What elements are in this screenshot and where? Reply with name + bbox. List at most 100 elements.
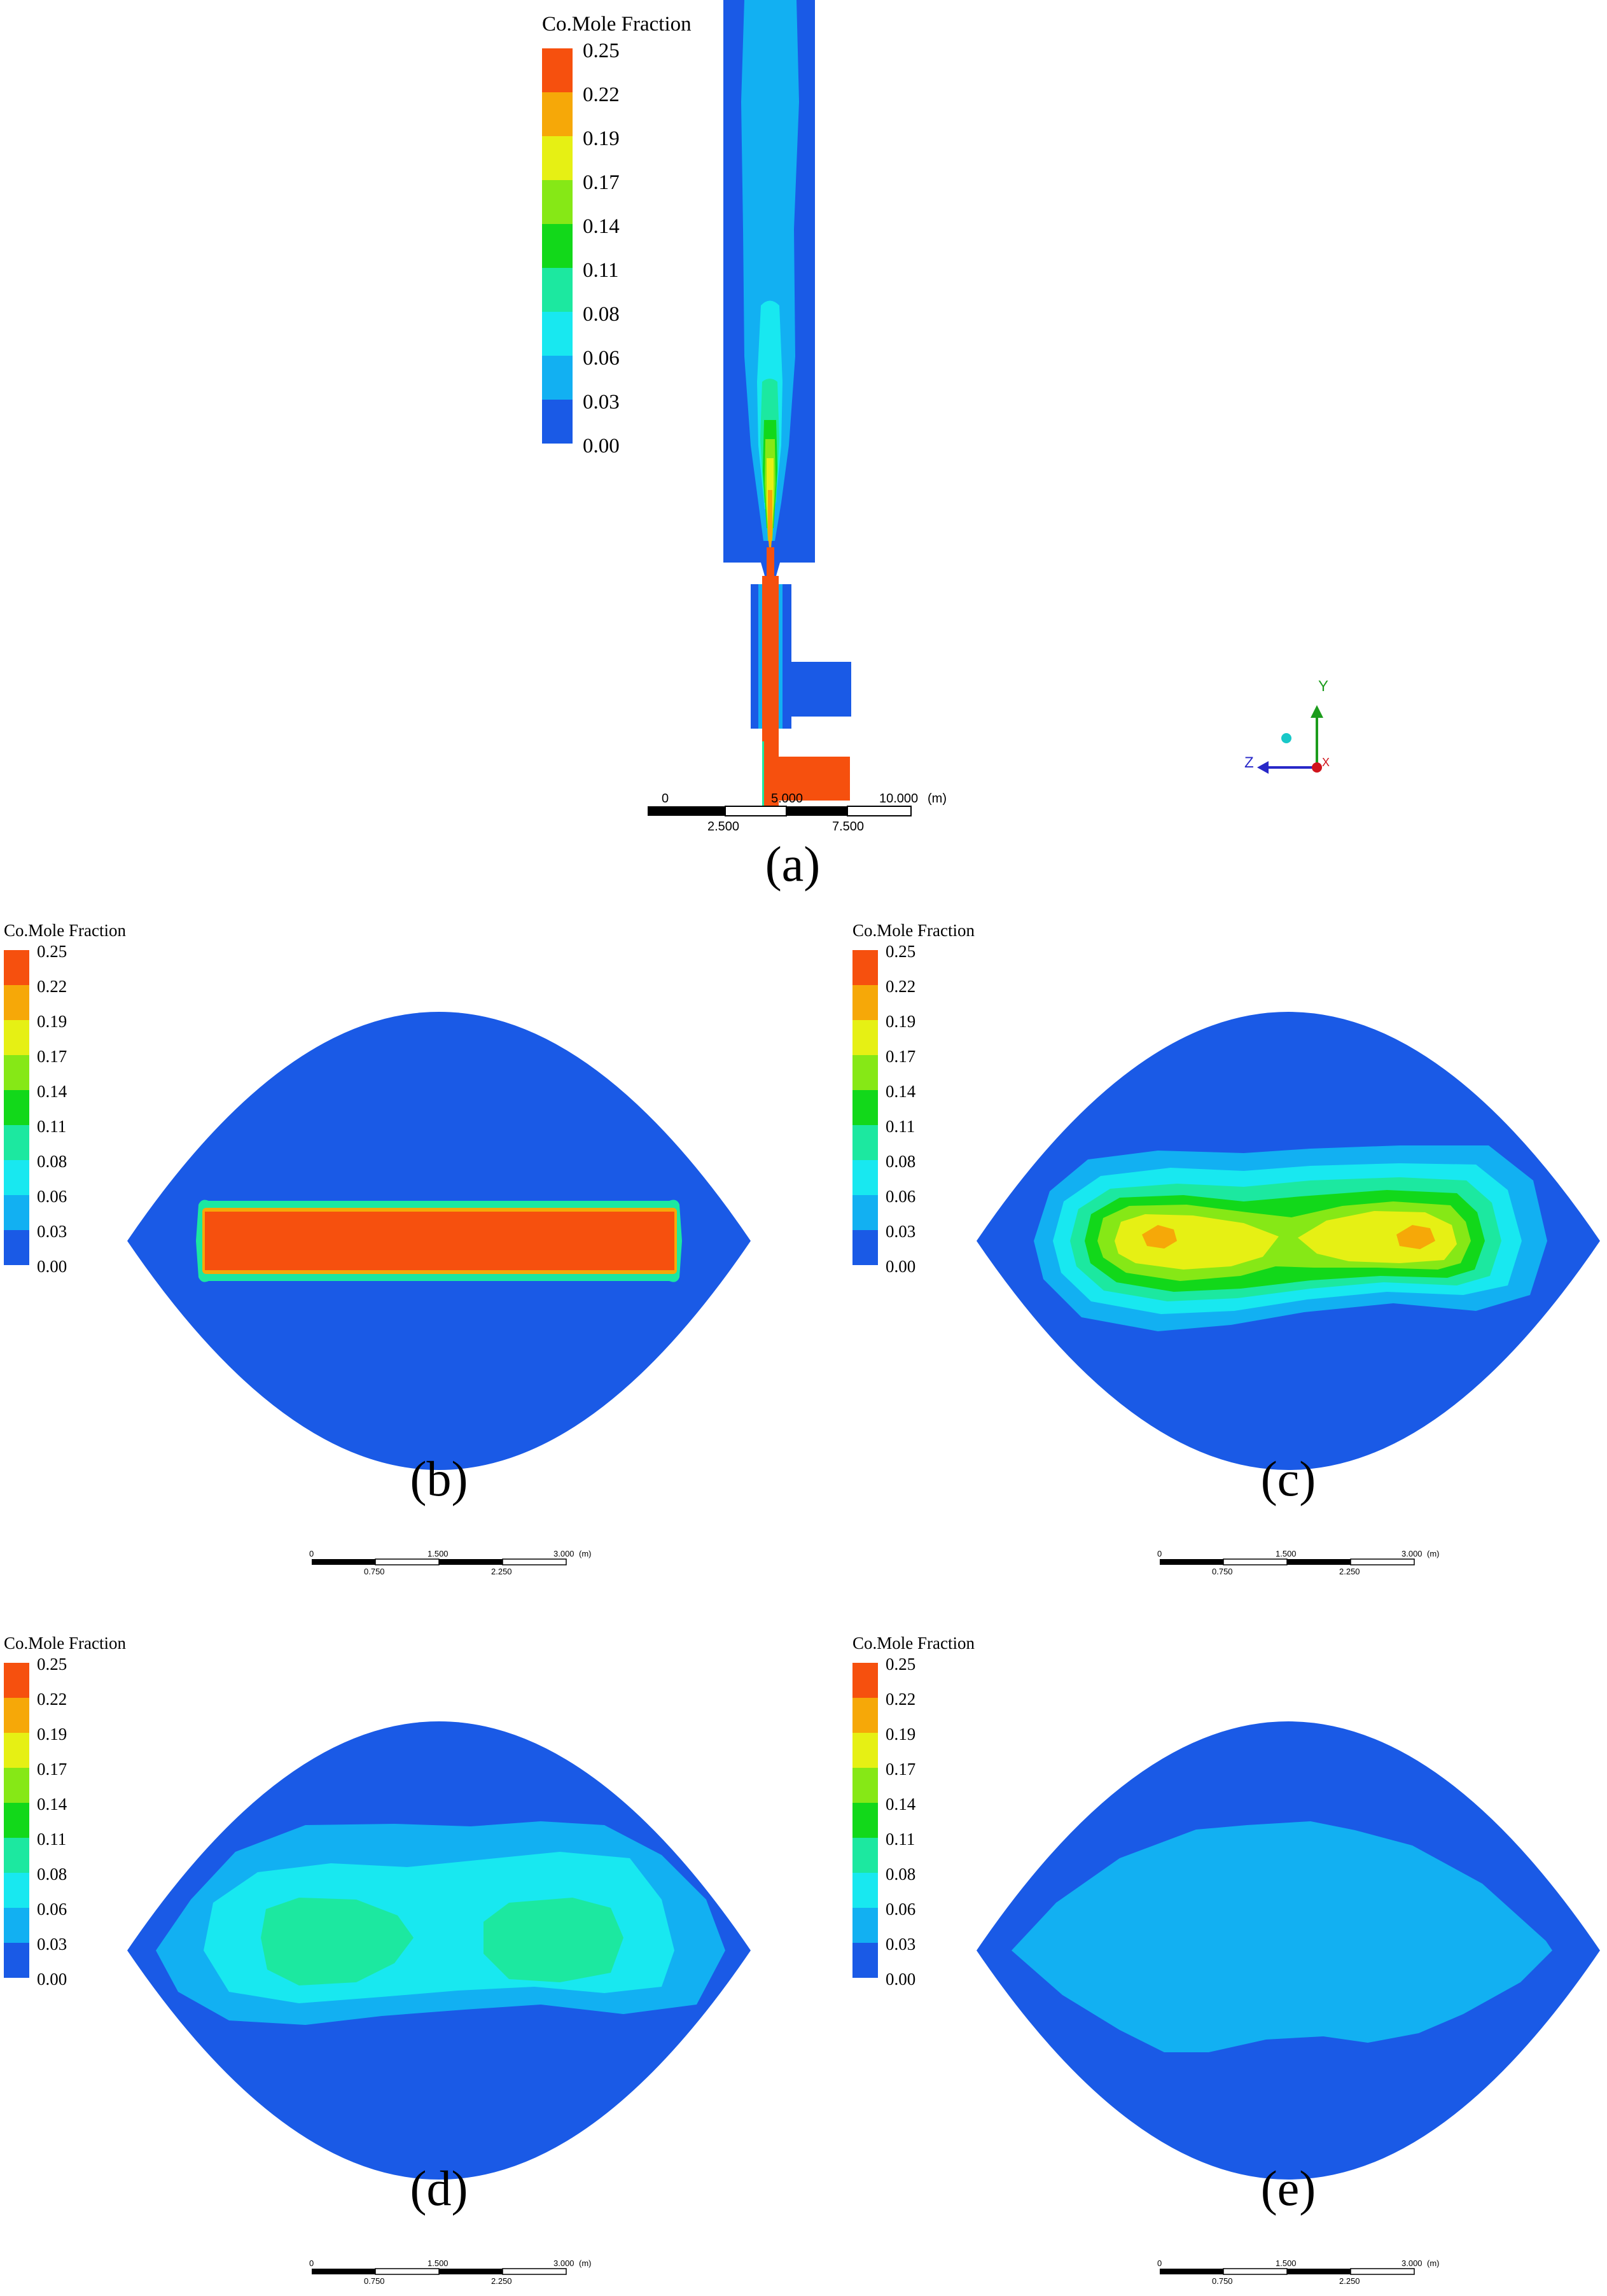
legend-tick: 0.19 bbox=[583, 127, 620, 150]
legend-tick: 0.03 bbox=[37, 1935, 67, 1954]
scale-tick-label: 2.250 bbox=[491, 2276, 512, 2286]
axis-triad: Y Z X bbox=[1244, 678, 1330, 774]
legend-tick: 0.00 bbox=[37, 1970, 67, 1989]
origin-sphere bbox=[1281, 733, 1291, 743]
panel-d: (d) bbox=[127, 1721, 751, 2216]
legend-a: Co.Mole Fraction 0.25 0.22 0.19 0.17 0.1… bbox=[542, 13, 692, 458]
legend-tick: 0.03 bbox=[37, 1222, 67, 1241]
color-swatch bbox=[852, 1125, 878, 1160]
legend-tick: 0.06 bbox=[37, 1900, 67, 1919]
legend-tick: 0.00 bbox=[37, 1257, 67, 1276]
scale-segment bbox=[1287, 1559, 1351, 1565]
legend-tick: 0.00 bbox=[583, 435, 620, 458]
legend-tick: 0.22 bbox=[583, 83, 620, 106]
panel-a: Co.Mole Fraction 0.25 0.22 0.19 0.17 0.1… bbox=[542, 0, 1330, 892]
scale-unit: (m) bbox=[1427, 1549, 1440, 1558]
color-swatch bbox=[4, 1055, 29, 1090]
legend-tick: 0.22 bbox=[37, 977, 67, 996]
color-swatch bbox=[852, 1838, 878, 1873]
scale-unit: (m) bbox=[579, 1549, 592, 1558]
panel-label-b: (b) bbox=[410, 1451, 468, 1506]
color-swatch bbox=[852, 1230, 878, 1265]
scale-segment bbox=[725, 806, 787, 816]
scale-tick-label: 0 bbox=[309, 2258, 314, 2268]
legend-tick: 0.08 bbox=[886, 1865, 915, 1884]
legend-tick: 0.17 bbox=[37, 1760, 67, 1779]
scale-segment bbox=[648, 806, 725, 816]
scale-unit: (m) bbox=[1427, 2258, 1440, 2268]
scale-segment bbox=[439, 2269, 503, 2274]
color-swatch bbox=[4, 950, 29, 985]
color-swatch bbox=[4, 1195, 29, 1230]
scale-tick-label: 1.500 bbox=[428, 2258, 449, 2268]
scale-tick-label: 0 bbox=[1157, 2258, 1162, 2268]
legend-tick: 0.17 bbox=[37, 1047, 67, 1066]
panel-e: (e) bbox=[977, 1721, 1600, 2216]
scale-bar-a: 0 5.000 10.000 (m) 2.500 7.500 bbox=[648, 792, 947, 834]
legend-title: Co.Mole Fraction bbox=[852, 1634, 975, 1653]
legend-e: Co.Mole Fraction 0.25 0.22 0.19 0.17 0.1… bbox=[852, 1634, 975, 1989]
legend-tick: 0.06 bbox=[886, 1900, 915, 1919]
legend-tick: 0.00 bbox=[886, 1257, 915, 1276]
legend-tick: 0.08 bbox=[583, 303, 620, 326]
color-swatch bbox=[542, 268, 573, 312]
scale-bar-d: 0 1.500 3.000 (m) 0.750 2.250 bbox=[309, 2258, 592, 2286]
color-swatch bbox=[4, 1803, 29, 1838]
color-swatch bbox=[4, 1908, 29, 1943]
legend-tick: 0.14 bbox=[583, 215, 620, 238]
scale-tick-label: 0.750 bbox=[364, 1567, 385, 1576]
legend-tick: 0.06 bbox=[583, 347, 620, 370]
panel-c: (c) bbox=[977, 1012, 1600, 1506]
legend-tick: 0.08 bbox=[886, 1152, 915, 1171]
scale-tick-label: 3.000 bbox=[1402, 2258, 1423, 2268]
legend-tick: 0.14 bbox=[37, 1082, 67, 1101]
legend-b: Co.Mole Fraction 0.25 0.22 0.19 0.17 0.1… bbox=[4, 921, 126, 1276]
color-swatch bbox=[4, 1020, 29, 1055]
color-swatch bbox=[4, 1873, 29, 1908]
scale-segment bbox=[786, 806, 847, 816]
riser-flank-left bbox=[758, 584, 762, 729]
legend-tick: 0.19 bbox=[37, 1012, 67, 1031]
scale-unit: (m) bbox=[579, 2258, 592, 2268]
color-swatch bbox=[542, 180, 573, 224]
scale-tick-label: 2.250 bbox=[1339, 1567, 1360, 1576]
color-swatch bbox=[4, 1943, 29, 1978]
color-swatch bbox=[4, 1090, 29, 1125]
contour-0.17-right bbox=[1298, 1211, 1457, 1263]
scale-tick-label: 1.500 bbox=[428, 1549, 449, 1558]
x-axis-dot bbox=[1312, 762, 1322, 773]
legend-tick: 0.17 bbox=[583, 171, 620, 194]
color-swatch bbox=[852, 1908, 878, 1943]
color-swatch bbox=[852, 1160, 878, 1195]
contour-0.22-right bbox=[1396, 1225, 1435, 1249]
legend-title: Co.Mole Fraction bbox=[852, 921, 975, 940]
legend-tick: 0.08 bbox=[37, 1152, 67, 1171]
color-swatch bbox=[4, 1663, 29, 1698]
legend-title: Co.Mole Fraction bbox=[4, 1634, 126, 1653]
scale-segment bbox=[1223, 2268, 1288, 2275]
furnace-contour bbox=[723, 0, 851, 812]
color-swatch bbox=[4, 1768, 29, 1803]
y-axis-label: Y bbox=[1318, 678, 1328, 695]
color-swatch bbox=[4, 1125, 29, 1160]
legend-tick: 0.25 bbox=[886, 1655, 915, 1674]
color-swatch bbox=[542, 356, 573, 400]
legend-d: Co.Mole Fraction 0.25 0.22 0.19 0.17 0.1… bbox=[4, 1634, 126, 1989]
scale-tick-label: 0 bbox=[309, 1549, 314, 1558]
color-swatch bbox=[4, 1160, 29, 1195]
color-swatch bbox=[542, 92, 573, 136]
legend-tick: 0.14 bbox=[886, 1082, 916, 1101]
legend-tick: 0.11 bbox=[886, 1117, 915, 1136]
legend-tick: 0.14 bbox=[886, 1795, 916, 1814]
scale-segment bbox=[375, 2268, 440, 2275]
legend-tick: 0.19 bbox=[886, 1012, 915, 1031]
color-swatch bbox=[852, 1873, 878, 1908]
color-bar bbox=[542, 48, 573, 444]
legend-title: Co.Mole Fraction bbox=[542, 13, 692, 36]
color-swatch bbox=[4, 1733, 29, 1768]
scale-tick-label: 0.750 bbox=[1212, 1567, 1233, 1576]
contour-0.08-right bbox=[483, 1898, 623, 1982]
scale-tick-label: 3.000 bbox=[1402, 1549, 1423, 1558]
bottom-inlet-edge bbox=[762, 741, 764, 812]
legend-tick: 0.17 bbox=[886, 1047, 915, 1066]
